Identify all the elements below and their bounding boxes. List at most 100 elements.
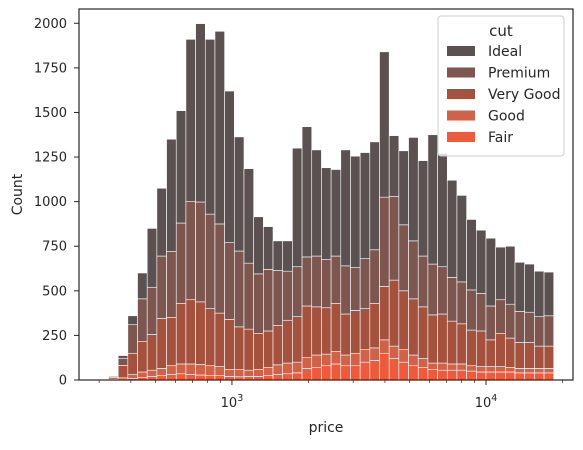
bar-very-good-22 <box>321 308 331 354</box>
legend-swatch-fair <box>447 132 475 142</box>
bar-ideal-32 <box>418 161 428 256</box>
bar-good-36 <box>457 364 467 370</box>
bar-fair-42 <box>515 373 525 380</box>
bar-good-42 <box>515 368 525 372</box>
legend-label-very-good: Very Good <box>488 87 560 103</box>
bar-ideal-34 <box>438 153 448 266</box>
bar-very-good-33 <box>428 315 438 363</box>
bar-ideal-25 <box>350 156 360 267</box>
bar-ideal-5 <box>157 188 167 256</box>
bar-very-good-6 <box>167 318 177 366</box>
legend-swatch-very-good <box>447 89 475 99</box>
bar-very-good-3 <box>138 342 148 372</box>
bar-premium-34 <box>438 267 448 314</box>
bar-premium-12 <box>225 243 235 320</box>
bar-very-good-42 <box>515 343 525 369</box>
bar-good-43 <box>525 368 535 372</box>
bar-fair-5 <box>157 376 167 380</box>
bar-very-good-19 <box>292 317 302 362</box>
bar-premium-29 <box>389 196 399 280</box>
bar-good-6 <box>167 366 177 375</box>
bar-very-good-5 <box>157 318 167 368</box>
bar-good-14 <box>244 370 254 376</box>
x-tick-base: 10 <box>221 396 238 411</box>
bar-ideal-13 <box>234 137 244 251</box>
bar-good-21 <box>312 355 322 367</box>
bar-very-good-12 <box>225 319 235 369</box>
x-axis-label: price <box>309 420 344 436</box>
bar-ideal-19 <box>292 148 302 267</box>
bar-fair-35 <box>447 370 457 380</box>
bar-ideal-30 <box>399 151 409 225</box>
bar-premium-0 <box>108 376 118 377</box>
bar-premium-32 <box>418 256 428 307</box>
bar-good-3 <box>138 372 148 377</box>
bar-fair-23 <box>331 364 341 380</box>
bar-ideal-8 <box>186 39 196 201</box>
bar-ideal-28 <box>380 52 390 197</box>
bar-ideal-11 <box>215 31 225 224</box>
bar-good-9 <box>196 364 206 375</box>
bar-premium-16 <box>263 269 273 331</box>
y-tick-label-1250: 1250 <box>34 151 67 166</box>
bar-ideal-15 <box>254 217 264 274</box>
x-tick-exponent: 4 <box>491 393 497 404</box>
bar-good-41 <box>505 368 515 372</box>
bar-good-40 <box>496 367 506 372</box>
bar-premium-10 <box>205 214 215 309</box>
bar-ideal-39 <box>486 238 496 306</box>
bar-ideal-6 <box>167 139 177 251</box>
bar-ideal-27 <box>370 142 380 250</box>
bar-ideal-12 <box>225 91 235 243</box>
bar-premium-3 <box>138 299 148 342</box>
y-tick-label-1000: 1000 <box>34 195 67 210</box>
bar-premium-41 <box>505 304 515 338</box>
bar-ideal-21 <box>312 150 322 256</box>
bar-fair-29 <box>389 359 399 380</box>
bar-good-17 <box>273 365 283 375</box>
bar-ideal-37 <box>467 219 477 289</box>
bar-fair-25 <box>350 366 360 380</box>
bar-good-11 <box>215 367 225 376</box>
bar-good-38 <box>476 367 486 372</box>
bar-very-good-20 <box>302 306 312 358</box>
bar-premium-9 <box>196 202 206 302</box>
bar-fair-18 <box>283 374 293 380</box>
bar-good-8 <box>186 364 196 375</box>
bar-premium-44 <box>534 317 544 346</box>
bar-very-good-16 <box>263 331 273 368</box>
bar-very-good-15 <box>254 334 264 370</box>
bar-good-10 <box>205 366 215 376</box>
legend-label-ideal: Ideal <box>488 44 522 60</box>
bar-ideal-14 <box>244 169 254 264</box>
bar-very-good-24 <box>341 314 351 355</box>
bar-good-31 <box>409 355 419 366</box>
bar-fair-45 <box>544 373 554 380</box>
bar-good-27 <box>370 348 380 360</box>
bar-good-35 <box>447 364 457 370</box>
bar-fair-27 <box>370 360 380 380</box>
y-tick-label-0: 0 <box>59 374 67 389</box>
x-tick-label-1000: 103 <box>221 393 244 411</box>
bar-very-good-17 <box>273 326 283 365</box>
bar-very-good-7 <box>176 303 186 364</box>
bar-ideal-41 <box>505 246 515 304</box>
x-tick-label-10000: 104 <box>475 393 498 411</box>
bar-premium-8 <box>186 202 196 300</box>
bar-premium-11 <box>215 224 225 313</box>
bar-very-good-21 <box>312 307 322 355</box>
bar-fair-41 <box>505 372 515 380</box>
bar-premium-5 <box>157 256 167 318</box>
bar-fair-10 <box>205 376 215 380</box>
bar-premium-20 <box>302 257 312 306</box>
bar-fair-19 <box>292 373 302 380</box>
bar-premium-18 <box>283 271 293 320</box>
bar-premium-24 <box>341 266 351 314</box>
y-tick-label-1500: 1500 <box>34 106 67 121</box>
bar-very-good-41 <box>505 338 515 367</box>
bar-premium-21 <box>312 256 322 307</box>
bar-ideal-1 <box>118 356 128 359</box>
